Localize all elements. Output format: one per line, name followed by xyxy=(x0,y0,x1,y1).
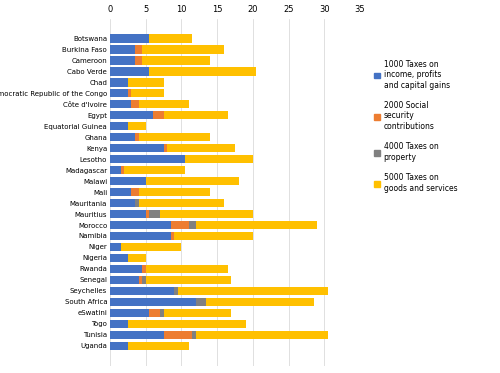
Bar xyxy=(164,144,167,152)
Bar xyxy=(160,210,253,218)
Bar xyxy=(110,298,196,306)
Bar xyxy=(110,122,128,131)
Bar xyxy=(138,100,188,109)
Bar xyxy=(110,56,135,65)
Bar xyxy=(132,100,138,109)
Bar xyxy=(110,166,120,174)
Bar xyxy=(160,308,164,317)
Bar xyxy=(110,276,138,284)
Bar xyxy=(128,320,246,328)
Bar xyxy=(110,111,153,119)
Bar xyxy=(110,89,128,97)
Bar xyxy=(110,342,128,350)
Bar xyxy=(206,298,314,306)
Bar xyxy=(110,320,128,328)
Bar xyxy=(110,287,174,295)
Bar xyxy=(110,46,135,54)
Bar xyxy=(138,133,210,141)
Bar xyxy=(135,133,138,141)
Bar xyxy=(110,330,164,339)
Bar xyxy=(138,276,142,284)
Bar xyxy=(128,254,146,262)
Bar xyxy=(120,166,124,174)
Bar xyxy=(142,46,224,54)
Bar xyxy=(110,243,120,251)
Bar xyxy=(110,34,150,43)
Bar xyxy=(110,155,185,163)
Bar xyxy=(110,177,146,185)
Bar xyxy=(167,144,235,152)
Bar xyxy=(196,221,317,229)
Bar xyxy=(110,254,128,262)
Bar xyxy=(192,330,196,339)
Legend: 1000 Taxes on
income, profits
and capital gains, 2000 Social
security
contributi: 1000 Taxes on income, profits and capita… xyxy=(374,60,458,192)
Bar xyxy=(142,276,146,284)
Bar xyxy=(132,188,138,196)
Bar xyxy=(146,177,238,185)
Bar xyxy=(164,308,232,317)
Bar xyxy=(110,78,128,87)
Bar xyxy=(146,276,232,284)
Bar xyxy=(146,210,150,218)
Bar xyxy=(135,199,138,207)
Bar xyxy=(150,34,192,43)
Bar xyxy=(153,111,164,119)
Bar xyxy=(174,232,253,240)
Bar xyxy=(120,243,182,251)
Bar xyxy=(170,221,188,229)
Bar xyxy=(110,308,150,317)
Bar xyxy=(135,46,142,54)
Bar xyxy=(135,56,142,65)
Bar xyxy=(196,330,328,339)
Bar xyxy=(188,221,196,229)
Bar xyxy=(110,210,146,218)
Bar xyxy=(150,210,160,218)
Bar xyxy=(150,67,256,76)
Bar xyxy=(128,122,146,131)
Bar xyxy=(128,89,132,97)
Bar xyxy=(185,155,253,163)
Bar xyxy=(170,232,174,240)
Bar xyxy=(110,100,132,109)
Bar xyxy=(110,221,170,229)
Bar xyxy=(164,111,228,119)
Bar xyxy=(124,166,185,174)
Bar xyxy=(110,188,132,196)
Bar xyxy=(110,232,170,240)
Bar xyxy=(138,199,224,207)
Bar xyxy=(142,56,210,65)
Bar xyxy=(164,330,192,339)
Bar xyxy=(128,342,188,350)
Bar xyxy=(142,265,146,273)
Bar xyxy=(132,89,164,97)
Bar xyxy=(110,199,135,207)
Bar xyxy=(150,308,160,317)
Bar xyxy=(110,133,135,141)
Bar xyxy=(174,287,178,295)
Bar xyxy=(196,298,206,306)
Bar xyxy=(110,265,142,273)
Bar xyxy=(110,144,164,152)
Bar xyxy=(110,67,150,76)
Bar xyxy=(138,188,210,196)
Bar xyxy=(178,287,328,295)
Bar xyxy=(146,265,228,273)
Bar xyxy=(128,78,164,87)
